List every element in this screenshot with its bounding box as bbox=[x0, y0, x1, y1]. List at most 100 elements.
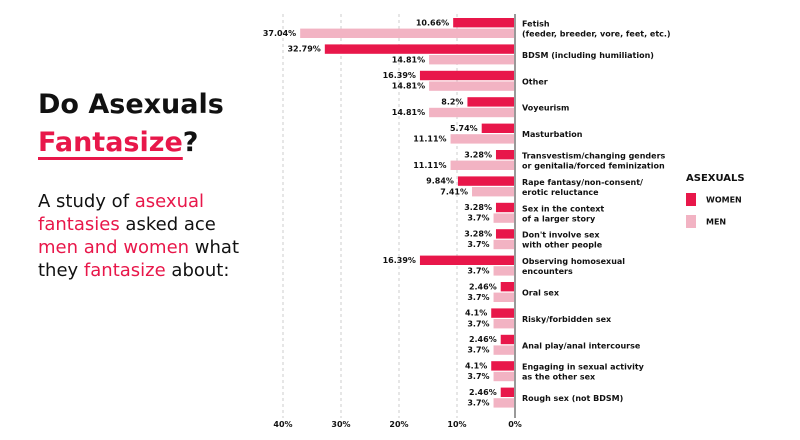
legend-title: ASEXUALS bbox=[686, 173, 745, 184]
bar-women bbox=[481, 123, 515, 133]
data-label: 16.39% bbox=[383, 71, 416, 80]
category-label-line: with other people bbox=[522, 241, 603, 250]
data-label: 8.2% bbox=[441, 98, 463, 107]
category-label-line: Other bbox=[522, 77, 548, 86]
headline-suffix: ? bbox=[182, 127, 199, 158]
data-label: 3.7% bbox=[467, 346, 489, 355]
category-label-line: Engaging in sexual activity bbox=[522, 363, 645, 372]
category-label-line: Anal play/anal intercourse bbox=[522, 341, 641, 350]
bar-women bbox=[495, 202, 515, 213]
headline-line1: Do Asexuals bbox=[38, 89, 224, 120]
legend-swatch-men bbox=[686, 215, 696, 228]
category-label: Transvestism/changing genders or genitali… bbox=[522, 152, 666, 171]
data-label: 3.7% bbox=[467, 372, 489, 381]
bar-men bbox=[450, 134, 515, 144]
data-label: 3.28% bbox=[464, 203, 492, 212]
headline: Do Asexuals Fantasize? bbox=[38, 86, 258, 162]
bar-men bbox=[493, 213, 515, 223]
data-label: 3.7% bbox=[467, 240, 489, 249]
x-tick-label: 20% bbox=[389, 420, 408, 429]
data-label: 3.28% bbox=[464, 230, 492, 239]
data-label: 14.81% bbox=[392, 82, 425, 91]
x-tick-label: 40% bbox=[273, 420, 292, 429]
x-tick-label: 30% bbox=[331, 420, 350, 429]
bar-men bbox=[493, 319, 515, 329]
bar-men bbox=[493, 239, 515, 250]
study-description: A study of asexual fantasies asked ace m… bbox=[38, 190, 258, 282]
category-label-line: BDSM (including humiliation) bbox=[522, 51, 654, 60]
blurb-text: A study of bbox=[38, 191, 135, 212]
data-label: 3.7% bbox=[467, 319, 489, 328]
data-label: 7.41% bbox=[440, 187, 468, 196]
blurb-text: what they bbox=[38, 237, 240, 281]
blurb-text: asked ace bbox=[119, 214, 216, 235]
category-label-line: Fetish bbox=[522, 20, 550, 29]
bar-men bbox=[429, 55, 515, 65]
category-label: Engaging in sexual activity as the other … bbox=[522, 363, 645, 382]
bar-men bbox=[429, 107, 515, 118]
data-label: 3.7% bbox=[467, 267, 489, 276]
category-label-line: Rape fantasy/non-consent/ bbox=[522, 178, 643, 187]
category-label: Other bbox=[522, 77, 548, 86]
bar-women bbox=[500, 387, 515, 397]
category-label-line: Masturbation bbox=[522, 130, 583, 139]
data-label: 11.11% bbox=[413, 135, 446, 144]
category-label-line: Transvestism/changing genders bbox=[522, 152, 666, 161]
category-label-line: or genitalia/forced feminization bbox=[522, 162, 665, 171]
blurb-accent: men and women bbox=[38, 237, 190, 258]
data-label: 3.7% bbox=[467, 214, 489, 223]
legend-label-men: MEN bbox=[706, 218, 726, 227]
blurb-accent: asexual fantasies bbox=[38, 191, 205, 235]
category-label: Anal play/anal intercourse bbox=[522, 341, 641, 350]
bar-men bbox=[493, 292, 515, 302]
bar-women bbox=[500, 334, 515, 345]
category-label-line: Sex in the context bbox=[522, 204, 604, 213]
data-label: 14.81% bbox=[392, 108, 425, 117]
category-label-line: Don't involve sex bbox=[522, 231, 600, 240]
bar-women bbox=[491, 308, 515, 318]
bar-women bbox=[324, 44, 515, 54]
category-label-line: Risky/forbidden sex bbox=[522, 315, 612, 324]
data-label: 37.04% bbox=[263, 29, 296, 38]
data-label: 4.1% bbox=[465, 309, 487, 318]
bar-women bbox=[495, 150, 515, 160]
category-label-line: as the other sex bbox=[522, 373, 596, 382]
category-label: Oral sex bbox=[522, 289, 560, 298]
category-label-line: Oral sex bbox=[522, 289, 560, 298]
bar-men bbox=[300, 28, 515, 38]
data-label: 5.74% bbox=[450, 124, 478, 133]
bar-men bbox=[472, 187, 515, 197]
category-label: Sex in the context of a larger story bbox=[522, 204, 604, 223]
headline-accent: Fantasize bbox=[38, 127, 183, 158]
category-label-line: encounters bbox=[522, 267, 573, 276]
data-label: 11.11% bbox=[413, 161, 446, 170]
bar-men bbox=[493, 266, 515, 276]
data-label: 2.46% bbox=[469, 335, 497, 344]
legend-swatch-women bbox=[686, 193, 696, 206]
data-label: 32.79% bbox=[287, 45, 320, 54]
category-label: Voyeurism bbox=[522, 104, 569, 113]
bar-men bbox=[493, 371, 515, 382]
blurb-text: about: bbox=[165, 260, 230, 281]
data-label: 16.39% bbox=[383, 256, 416, 265]
category-label: Observing homosexual encounters bbox=[522, 257, 625, 276]
bar-men bbox=[450, 160, 515, 170]
data-label: 2.46% bbox=[469, 282, 497, 291]
category-label-line: of a larger story bbox=[522, 214, 596, 223]
data-label: 10.66% bbox=[416, 18, 449, 27]
legend-label-women: WOMEN bbox=[706, 196, 742, 205]
x-tick-label: 10% bbox=[447, 420, 466, 429]
category-label-line: Voyeurism bbox=[522, 104, 569, 113]
blurb-accent: fantasize bbox=[83, 260, 166, 281]
data-label: 3.7% bbox=[467, 399, 489, 408]
x-tick-label: 0% bbox=[508, 420, 522, 429]
bar-women bbox=[491, 361, 515, 371]
bar-men bbox=[493, 345, 515, 355]
bar-women bbox=[495, 229, 515, 239]
category-label-line: erotic reluctance bbox=[522, 188, 599, 197]
bar-women bbox=[453, 18, 515, 28]
category-label: Don't involve sex with other people bbox=[522, 231, 603, 250]
category-label: BDSM (including humiliation) bbox=[522, 51, 654, 60]
category-label-line: (feeder, breeder, vore, feet, etc.) bbox=[522, 30, 671, 39]
